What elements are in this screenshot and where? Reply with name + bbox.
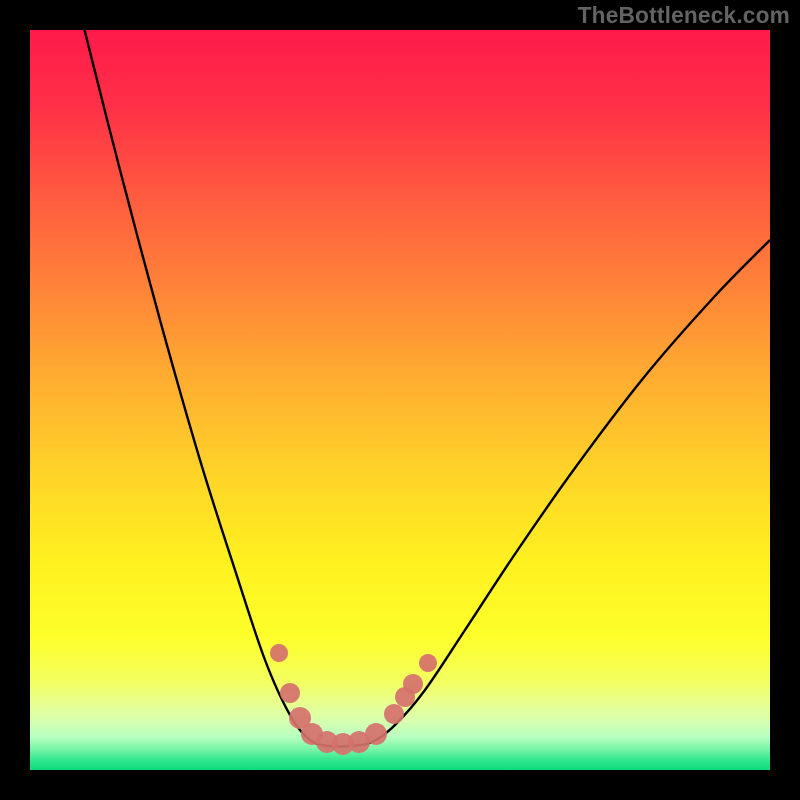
data-marker: [403, 674, 423, 694]
chart-container: TheBottleneck.com: [0, 0, 800, 800]
watermark-text: TheBottleneck.com: [578, 2, 790, 29]
data-marker: [384, 704, 404, 724]
data-marker: [419, 654, 437, 672]
data-marker: [270, 644, 288, 662]
data-marker: [365, 723, 387, 745]
data-marker: [280, 683, 300, 703]
gradient-plot-area: [30, 30, 770, 770]
bottleneck-chart: [0, 0, 800, 800]
